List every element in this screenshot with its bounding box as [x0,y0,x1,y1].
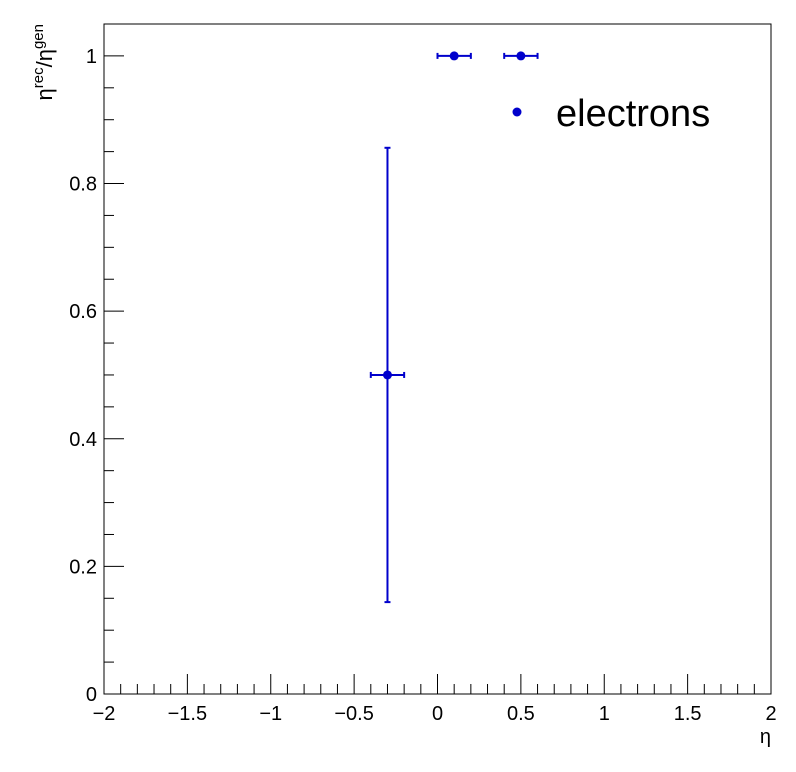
x-tick-label: 0.5 [507,703,535,725]
data-point [436,51,472,61]
y-tick-label: 0.2 [69,556,97,578]
y-axis-ticks: 0 0.2 0.4 0.6 0.8 1 [69,23,124,706]
data-point [369,146,406,604]
y-axis-label: ηrec/ηgen [30,24,57,101]
x-tick-label: 1 [599,703,610,725]
point-marker [516,51,526,61]
y-tick-label: 0 [86,684,97,706]
x-tick-label: 2 [765,703,776,725]
point-marker [382,370,392,380]
legend-marker [512,107,522,117]
y-tick-label: 0.8 [69,174,97,196]
x-tick-label: −1 [259,703,282,725]
x-tick-label: −0.5 [334,703,373,725]
x-tick-label: 1.5 [674,703,702,725]
x-axis-ticks: −2 −1.5 −1 −0.5 0 0.5 1 1.5 2 [93,674,777,725]
point-marker [449,51,459,61]
x-tick-label: −1.5 [168,703,207,725]
x-tick-label: −2 [93,703,116,725]
y-tick-label: 1 [86,46,97,68]
y-tick-label: 0.6 [69,301,97,323]
data-points [369,51,539,604]
y-tick-label: 0.4 [69,429,97,451]
legend: electrons [512,93,710,135]
data-point [503,51,539,61]
legend-label: electrons [556,93,710,135]
x-tick-label: 0 [432,703,443,725]
x-axis-label: η [760,726,771,748]
